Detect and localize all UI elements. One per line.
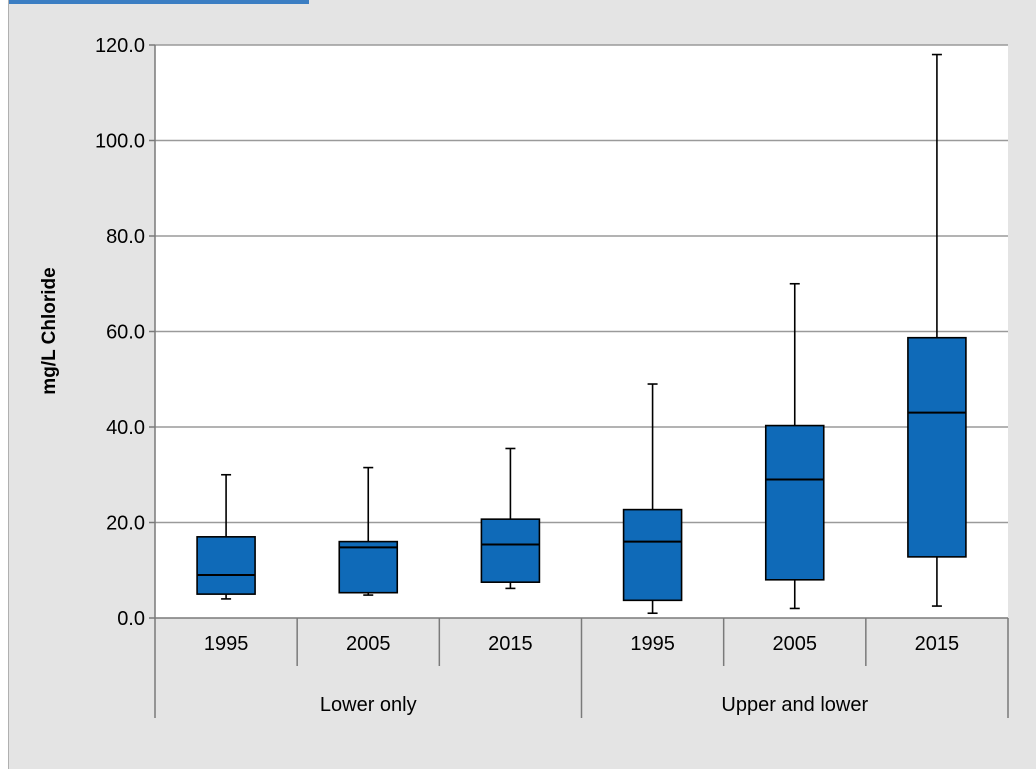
iqr-box <box>338 540 399 594</box>
y-tick-label: 0.0 <box>117 608 145 630</box>
y-tick-label: 100.0 <box>95 131 145 153</box>
y-tick-label: 60.0 <box>106 322 145 344</box>
iqr-box <box>480 518 541 583</box>
box-series <box>196 53 967 615</box>
iqr-box <box>764 424 825 581</box>
x-category-label: 2015 <box>488 633 533 655</box>
caption-strip <box>9 0 309 4</box>
iqr-box <box>196 536 256 595</box>
x-category-label: 2005 <box>346 633 391 655</box>
x-category-label: 1995 <box>630 633 675 655</box>
y-tick-label: 20.0 <box>106 513 145 535</box>
chart-svg: 0.0 20.0 40.0 60.0 80.0 100.0 120.0 1995 2005 20… <box>39 35 1009 718</box>
y-tick-label: 120.0 <box>95 35 145 57</box>
y-tick-label: 80.0 <box>106 226 145 248</box>
y-tick-label: 40.0 <box>106 417 145 439</box>
x-category-label: 2015 <box>915 633 960 655</box>
iqr-box <box>907 336 967 558</box>
gridlines <box>155 44 1008 524</box>
chart-frame: 0.0 20.0 40.0 60.0 80.0 100.0 120.0 1995 2005 20… <box>8 0 1036 769</box>
y-axis-title: mg/L Chloride <box>39 267 60 394</box>
x-category-label: 1995 <box>204 633 249 655</box>
x-category-label: 2005 <box>773 633 818 655</box>
axes <box>149 44 1009 718</box>
x-group-label: Lower only <box>320 694 417 716</box>
y-tick-labels: 0.0 20.0 40.0 60.0 80.0 100.0 120.0 <box>95 35 145 630</box>
box-2 <box>338 466 399 596</box>
box-6 <box>907 53 967 607</box>
box-4 <box>622 383 683 615</box>
box-5 <box>764 282 825 610</box>
x-group-label: Upper and lower <box>721 694 868 716</box>
box-1 <box>196 473 256 600</box>
iqr-box <box>622 508 683 602</box>
box-3 <box>480 447 541 590</box>
x-tick-labels: 1995 2005 2015 1995 2005 2015 Lower only Upper … <box>204 633 959 716</box>
